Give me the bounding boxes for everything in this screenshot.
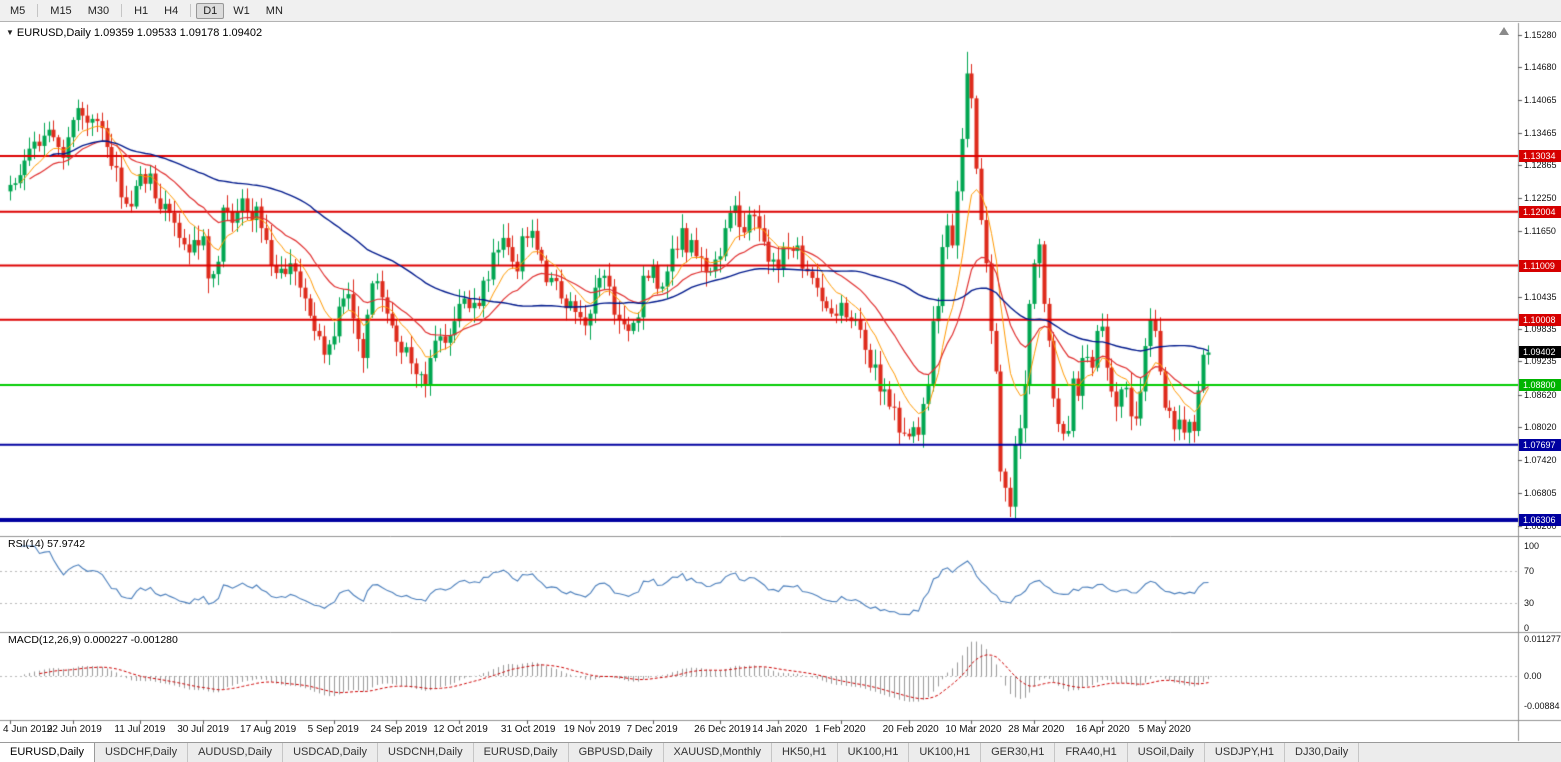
time-axis-label: 12 Oct 2019 [433,724,488,735]
chart-title-text: EURUSD,Daily 1.09359 1.09533 1.09178 1.0… [16,27,263,39]
macd-axis-label: 0.011277 [1524,634,1561,644]
time-axis-label: 20 Feb 2020 [882,724,939,735]
time-axis-label: 24 Sep 2019 [370,724,428,735]
price-axis-label: 1.15280 [1524,29,1557,40]
macd-axis-label: -0.00884 [1524,700,1560,711]
macd-axis-label: 0.00 [1524,671,1542,681]
time-axis-label: 10 Mar 2020 [945,724,1002,735]
chart-title: ▼ EURUSD,Daily 1.09359 1.09533 1.09178 1.… [6,27,262,39]
time-axis-label: 5 Sep 2019 [307,724,359,735]
price-axis-label: 1.12865 [1524,160,1557,171]
price-axis-label: 1.06805 [1524,487,1557,498]
chart-title-marker-icon: ▼ [6,28,14,37]
price-axis-label: 1.08020 [1524,422,1557,433]
time-axis-label: 14 Jan 2020 [752,724,808,735]
chart-tab-9[interactable]: UK100,H1 [838,743,910,762]
price-level-badge: 1.12004 [1519,205,1561,218]
time-axis-label: 31 Oct 2019 [500,724,556,735]
time-axis-label: 26 Dec 2019 [694,724,751,735]
price-level-badge: 1.06306 [1519,513,1561,526]
rsi-axis-label: 70 [1524,565,1535,576]
chart-tab-3[interactable]: USDCAD,Daily [283,743,379,762]
macd-indicator-label: MACD(12,26,9) 0.000227 -0.001280 [8,634,178,646]
chart-tab-1[interactable]: USDCHF,Daily [95,743,189,762]
price-level-badge: 1.13034 [1519,150,1561,162]
price-level-badge: 1.10008 [1519,313,1561,326]
price-axis-label: 1.14065 [1524,95,1557,106]
chart-tab-bar: EURUSD,Daily USDCHF,Daily AUDUSD,Daily USDC… [0,742,1561,762]
price-axis-label: 1.13465 [1524,127,1557,138]
price-axis-label: 1.09235 [1524,356,1557,367]
chart-tab-10[interactable]: UK100,H1 [909,743,982,762]
rsi-indicator-label: RSI(14) 57.9742 [8,538,86,550]
chart-tab-13[interactable]: USOil,Daily [1128,743,1205,762]
time-axis-label: 17 Aug 2019 [240,724,297,735]
price-level-badge: 1.07697 [1519,438,1561,451]
chart-tab-4[interactable]: USDCNH,Daily [378,743,474,762]
time-axis-label: 5 May 2020 [1138,724,1191,735]
time-axis-label: 28 Mar 2020 [1008,724,1065,735]
time-axis-label: 19 Nov 2019 [563,724,621,735]
chart-tab-11[interactable]: GER30,H1 [981,743,1056,762]
rsi-axis-label: 30 [1524,598,1535,609]
chart-tab-8[interactable]: HK50,H1 [772,743,838,762]
price-axis-label: 1.12250 [1524,193,1557,204]
time-axis-label: 4 Jun 2019 [3,724,53,735]
chart-tab-14[interactable]: USDJPY,H1 [1205,743,1286,762]
price-level-badge: 1.09402 [1519,346,1561,359]
chart-tab-6[interactable]: GBPUSD,Daily [569,743,664,762]
price-axis-label: 1.09835 [1524,324,1557,335]
rsi-axis-label: 100 [1524,541,1540,551]
price-axis-label: 1.08620 [1524,389,1557,400]
time-axis-label: 11 Jul 2019 [114,724,166,735]
time-axis-label: 16 Apr 2020 [1075,724,1130,735]
rsi-axis-label: 0 [1524,623,1530,633]
price-level-badge: 1.11009 [1519,259,1561,272]
price-axis-label: 1.11650 [1524,225,1556,236]
time-axis-label: 7 Dec 2019 [626,724,678,735]
chart-shift-marker-icon[interactable] [1499,27,1509,35]
time-axis-label: 30 Jul 2019 [177,724,229,735]
chart-tab-5[interactable]: EURUSD,Daily [474,743,569,762]
chart-tab-15[interactable]: DJ30,Daily [1285,743,1360,762]
chart-tab-0[interactable]: EURUSD,Daily [0,743,95,762]
price-level-badge: 1.08800 [1519,379,1561,391]
time-axis-label: 1 Feb 2020 [814,724,866,735]
price-axis-label: 1.07420 [1524,454,1557,465]
chart-tab-7[interactable]: XAUUSD,Monthly [664,743,772,762]
chart-tab-12[interactable]: FRA40,H1 [1055,743,1128,762]
time-axis-label: 22 Jun 2019 [46,724,102,735]
price-axis-label: 1.14680 [1524,61,1557,72]
chart-tab-2[interactable]: AUDUSD,Daily [188,743,284,762]
price-axis-label: 1.10435 [1524,291,1557,302]
